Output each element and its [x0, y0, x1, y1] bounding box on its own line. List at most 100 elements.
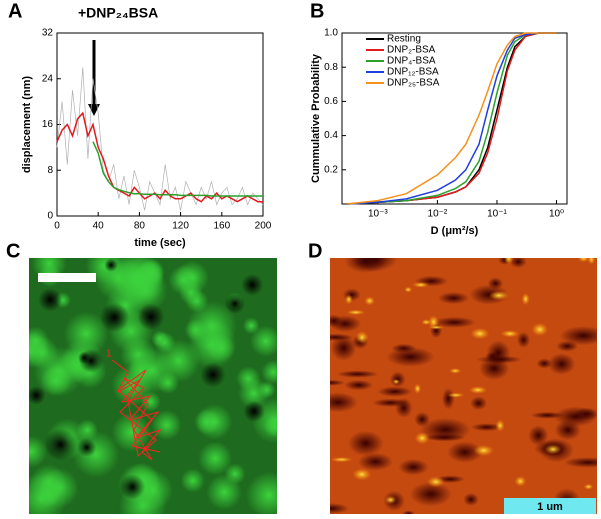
- data-line: [56, 111, 263, 203]
- texture: [250, 325, 277, 358]
- texture: [245, 471, 277, 514]
- x-tick-label: 160: [213, 221, 230, 232]
- y-tick-label: 8: [47, 165, 53, 176]
- particle-track: [111, 359, 162, 461]
- texture: [263, 415, 277, 438]
- texture: [364, 296, 375, 306]
- texture: [521, 292, 530, 306]
- texture: [427, 476, 445, 488]
- annotation: +DNP₂₄BSA: [78, 5, 158, 21]
- texture: [377, 386, 413, 397]
- texture: [40, 364, 72, 396]
- texture: [63, 311, 109, 357]
- panel-label: C: [6, 240, 20, 262]
- texture: [574, 407, 597, 421]
- texture: [151, 330, 169, 348]
- texture: [409, 481, 452, 507]
- y-tick-label: 32: [42, 28, 54, 39]
- panel-label: D: [308, 240, 322, 262]
- texture: [514, 475, 527, 487]
- texture: [330, 335, 357, 361]
- texture: [473, 444, 494, 457]
- x-tick-label: 10⁻¹: [487, 209, 507, 220]
- x-axis-label: time (sec): [134, 237, 186, 249]
- data-line: [346, 32, 557, 205]
- y-tick-label: 1.0: [324, 28, 338, 39]
- texture: [372, 398, 409, 407]
- texture: [242, 317, 260, 335]
- texture: [344, 379, 373, 391]
- texture: [554, 419, 581, 441]
- texture: [180, 468, 205, 493]
- texture: [29, 435, 48, 468]
- plot-frame: [341, 32, 568, 205]
- texture: [587, 258, 596, 265]
- scale-bar-label: 1 um: [537, 501, 563, 513]
- texture: [99, 302, 130, 333]
- texture: [428, 325, 445, 330]
- texture: [200, 362, 226, 388]
- texture: [468, 386, 488, 394]
- data-line: [346, 32, 557, 205]
- texture: [509, 258, 527, 268]
- texture: [345, 294, 353, 305]
- data-line: [346, 32, 557, 205]
- texture: [544, 444, 562, 455]
- texture: [77, 437, 97, 458]
- texture: [536, 358, 553, 369]
- x-axis-label: D (μm²/s): [431, 225, 479, 237]
- texture: [421, 319, 432, 325]
- texture: [392, 379, 400, 385]
- texture: [119, 474, 146, 500]
- y-tick-label: 0.6: [324, 96, 338, 107]
- texture: [488, 290, 510, 301]
- y-tick-label: 0.2: [324, 164, 338, 175]
- x-tick-label: 10⁻²: [428, 209, 448, 220]
- texture: [187, 319, 237, 370]
- texture: [578, 258, 590, 263]
- legend-label: DNP₂-BSA: [387, 45, 436, 56]
- texture: [516, 331, 531, 348]
- texture: [432, 316, 476, 328]
- texture: [330, 392, 358, 413]
- texture: [330, 315, 362, 333]
- texture: [398, 458, 429, 476]
- texture: [441, 387, 455, 410]
- texture: [402, 510, 415, 514]
- data-line: [92, 141, 263, 197]
- texture: [357, 452, 393, 471]
- scale-bar: [504, 498, 596, 514]
- texture: [530, 411, 565, 419]
- texture: [29, 336, 59, 369]
- x-tick-label: 0: [54, 221, 60, 232]
- texture: [151, 409, 182, 441]
- texture: [470, 396, 488, 411]
- texture: [528, 425, 549, 446]
- panel-label: B: [310, 0, 324, 22]
- texture: [104, 258, 118, 272]
- texture: [77, 351, 91, 365]
- texture: [563, 457, 597, 468]
- texture: [330, 379, 346, 386]
- y-tick-label: 16: [42, 119, 54, 130]
- afm-image: 1 um: [330, 258, 597, 514]
- y-tick-label: 0.4: [324, 130, 338, 141]
- texture: [29, 386, 46, 405]
- texture: [137, 303, 165, 331]
- texture: [330, 457, 353, 463]
- data-line: [346, 32, 557, 205]
- plot-frame: [56, 32, 264, 217]
- texture: [470, 423, 503, 432]
- texture: [185, 289, 209, 313]
- texture: [384, 495, 397, 504]
- texture: [583, 483, 594, 490]
- fluorescence-image: 1: [29, 258, 277, 514]
- texture: [38, 287, 62, 312]
- y-tick-label: 0: [47, 211, 53, 222]
- texture: [437, 291, 470, 305]
- texture: [243, 400, 265, 423]
- texture: [346, 309, 366, 316]
- texture: [447, 392, 465, 398]
- data-line: [346, 32, 557, 205]
